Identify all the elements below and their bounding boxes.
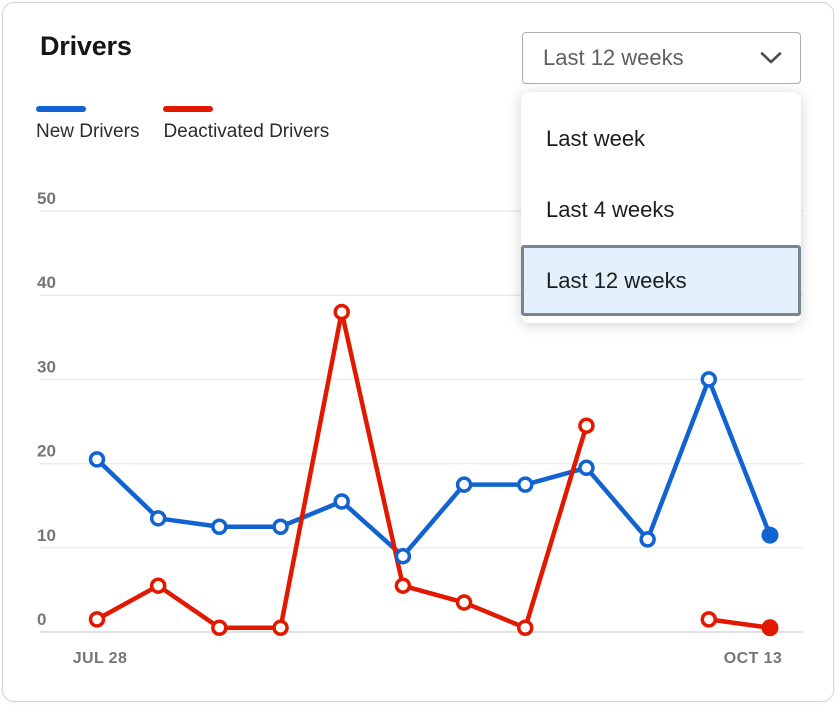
- data-point-deactivated-drivers[interactable]: [517, 619, 534, 637]
- x-tick-label-start: JUL 28: [73, 650, 128, 667]
- y-tick-label-30: 30: [37, 357, 56, 376]
- data-point-new-drivers[interactable]: [149, 510, 167, 527]
- data-point-new-drivers[interactable]: [272, 518, 289, 535]
- data-point-deactivated-drivers[interactable]: [455, 594, 473, 611]
- data-point-new-drivers[interactable]: [761, 526, 779, 544]
- legend-label: Deactivated Drivers: [163, 121, 330, 142]
- chart-legend: New Drivers Deactivated Drivers: [36, 106, 329, 143]
- data-point-deactivated-drivers[interactable]: [578, 417, 595, 434]
- menu-item-last-4-weeks[interactable]: Last 4 weeks: [521, 174, 801, 245]
- data-point-new-drivers[interactable]: [578, 459, 595, 477]
- data-point-new-drivers[interactable]: [394, 547, 412, 565]
- legend-label: New Drivers: [36, 121, 140, 142]
- data-point-deactivated-drivers[interactable]: [333, 303, 350, 321]
- data-point-deactivated-drivers[interactable]: [272, 619, 289, 637]
- data-point-deactivated-drivers[interactable]: [149, 577, 167, 594]
- data-point-deactivated-drivers[interactable]: [211, 619, 228, 637]
- legend-item-deactivated-drivers: Deactivated Drivers: [163, 106, 329, 143]
- series-line-new-drivers: [94, 377, 773, 559]
- data-point-new-drivers[interactable]: [211, 518, 228, 535]
- data-point-new-drivers[interactable]: [517, 476, 534, 493]
- data-point-deactivated-drivers[interactable]: [700, 611, 718, 628]
- series-line-deactivated-drivers: [706, 617, 773, 631]
- new-drivers-swatch: [36, 106, 86, 112]
- period-select[interactable]: Last 12 weeks: [522, 32, 801, 84]
- y-tick-label-40: 40: [37, 273, 56, 292]
- data-point-new-drivers[interactable]: [455, 476, 473, 493]
- page-title: Drivers: [40, 31, 132, 61]
- drivers-chart[interactable]: 0 10 20 30 40 50 JUL 28 OCT 13: [3, 3, 837, 703]
- y-tick-label-20: 20: [37, 442, 56, 461]
- data-point-new-drivers[interactable]: [700, 371, 718, 388]
- menu-item-last-12-weeks[interactable]: Last 12 weeks: [521, 245, 801, 316]
- series-line-deactivated-drivers: [94, 309, 589, 631]
- data-point-deactivated-drivers[interactable]: [394, 577, 412, 594]
- data-point-new-drivers[interactable]: [639, 531, 656, 548]
- y-tick-label-10: 10: [37, 526, 56, 545]
- legend-item-new-drivers: New Drivers: [36, 106, 139, 143]
- period-dropdown-menu: Last week Last 4 weeks Last 12 weeks: [521, 92, 801, 323]
- y-tick-label-0: 0: [37, 610, 46, 629]
- data-point-deactivated-drivers[interactable]: [88, 611, 106, 628]
- y-tick-label-50: 50: [37, 189, 56, 208]
- data-point-new-drivers[interactable]: [333, 493, 350, 510]
- deactivated-drivers-swatch: [163, 106, 214, 112]
- data-point-deactivated-drivers[interactable]: [761, 619, 779, 637]
- x-tick-label-end: OCT 13: [724, 650, 782, 667]
- menu-item-last-week[interactable]: Last week: [521, 103, 801, 174]
- data-point-new-drivers[interactable]: [88, 451, 106, 468]
- period-select-value: Last 12 weeks: [543, 45, 684, 70]
- chevron-down-icon: [760, 51, 782, 65]
